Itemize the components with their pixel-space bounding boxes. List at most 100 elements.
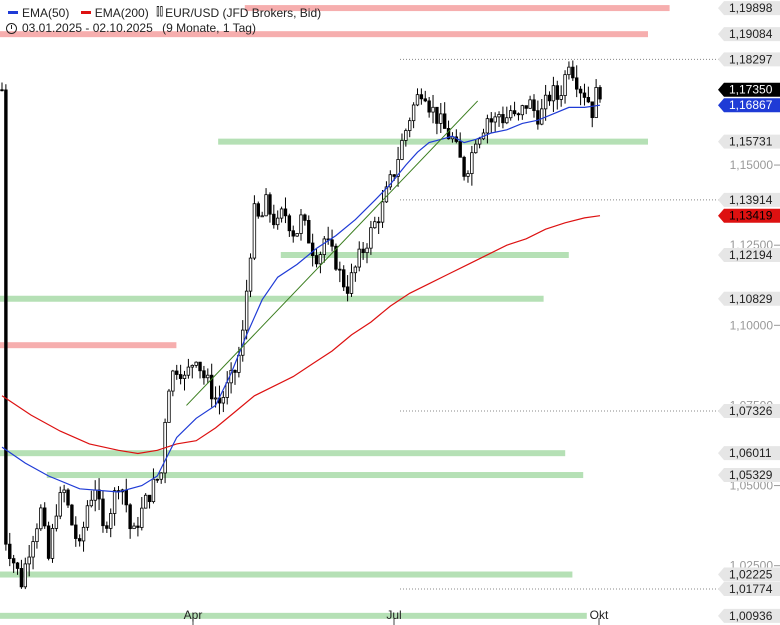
candle-body [4, 89, 8, 545]
candle-body [547, 94, 552, 102]
candle-body [190, 365, 194, 368]
candle-body [551, 85, 556, 102]
candle-body [376, 221, 381, 224]
candle-body [260, 215, 264, 218]
candle-body [408, 120, 412, 131]
candle-body [89, 499, 94, 507]
candle-body [136, 525, 140, 528]
candle-body [423, 98, 427, 102]
candle-body [186, 366, 191, 376]
dotted-levels [400, 58, 720, 590]
candle-body [330, 239, 334, 247]
candle-body [66, 489, 70, 506]
x-tick-label: Okt [590, 608, 609, 622]
candle-body [380, 201, 385, 223]
y-axis-label: 1,15000 [730, 158, 774, 172]
candle-body [74, 524, 78, 539]
candle-body [361, 248, 365, 254]
candle-body [295, 233, 299, 237]
candle-body [400, 140, 404, 160]
price-tag-label: 1,16867 [729, 98, 773, 112]
candle-body [493, 116, 497, 123]
support-resistance-zones [0, 5, 670, 619]
candle-body [202, 370, 206, 379]
candle-body [477, 138, 482, 145]
candle-body [485, 118, 490, 134]
candle-body [233, 369, 237, 373]
zone-4 [280, 252, 569, 258]
candle-body [450, 136, 455, 140]
x-axis: Apr Jul Okt [184, 608, 609, 625]
candle-body [555, 85, 559, 100]
candle-body [396, 159, 400, 177]
price-tag-support [718, 608, 780, 623]
candle-body [182, 374, 187, 379]
ema200-swatch [80, 11, 91, 15]
candle-body [571, 66, 575, 79]
candle-body [62, 489, 66, 494]
candle-body [279, 208, 284, 219]
candle-body [124, 489, 128, 506]
candle-body [147, 494, 152, 503]
candle-body [81, 526, 86, 542]
candle-body [458, 141, 462, 158]
ema200-legend-label: EMA(200) [94, 5, 149, 20]
price-tag-level [718, 192, 780, 207]
candle-body [194, 361, 198, 366]
candle-body [442, 113, 447, 129]
x-tick-label: Apr [184, 608, 203, 622]
candle-body [520, 105, 525, 116]
candle-body [112, 490, 117, 514]
price-tag-label: 1,10829 [729, 292, 773, 306]
candle-body [369, 227, 373, 249]
candle-body [590, 101, 594, 119]
price-tag-support [718, 134, 780, 149]
zone-2 [0, 342, 177, 349]
price-tag-label: 1,19084 [729, 27, 773, 41]
candle-body [167, 390, 171, 423]
candle-body [287, 215, 292, 232]
candle-body [516, 113, 521, 116]
candle-body [446, 128, 451, 140]
price-tag-label: 1,01774 [729, 582, 773, 596]
price-tag-label: 1,00936 [729, 609, 773, 623]
candle-body [528, 99, 532, 109]
candle-body [357, 248, 361, 268]
candle-body [338, 268, 342, 271]
candle-body [307, 220, 311, 244]
candle-body [575, 77, 579, 90]
candle-body [46, 525, 51, 559]
candle-body [291, 230, 295, 237]
candle-body [419, 94, 424, 100]
ema200-line [1, 215, 601, 455]
candle-body [128, 504, 132, 530]
candle-body [439, 113, 443, 124]
candle-body [431, 106, 435, 113]
chart-legend: EMA(50) EMA(200) ⫿⫿ EUR/USD (JFD Brokers,… [6, 5, 321, 20]
candlestick-icon: ⫿⫿ [156, 6, 164, 19]
candle-body [101, 498, 105, 527]
price-tag-label: 1,07326 [729, 404, 773, 418]
candle-body [598, 87, 602, 100]
candle-body [474, 143, 478, 154]
candle-body [567, 66, 571, 76]
y-axis-label: 1,05000 [730, 479, 774, 493]
candle-body [50, 528, 55, 559]
candle-body [206, 374, 210, 379]
candle-body [105, 525, 109, 529]
candle-body [39, 507, 43, 530]
candle-body [508, 110, 513, 119]
ema50-line [1, 104, 601, 493]
price-tag-ema200 [718, 208, 780, 223]
price-tag-last [718, 82, 780, 97]
date-range: 03.01.2025 - 02.10.2025 [22, 21, 153, 35]
candle-body [501, 114, 505, 124]
candle-body [334, 245, 338, 270]
zone-5 [0, 295, 544, 302]
candle-body [213, 397, 218, 400]
price-tag-label: 1,18297 [729, 52, 773, 66]
candle-body [543, 94, 548, 110]
candle-body [175, 370, 179, 375]
